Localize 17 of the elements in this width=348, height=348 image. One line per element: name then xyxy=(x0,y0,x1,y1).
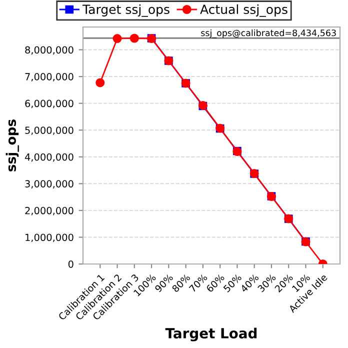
y-tick-label: 0 xyxy=(68,260,74,268)
x-axis-title: Target Load xyxy=(165,328,257,342)
y-tick-label: 1,000,000 xyxy=(26,234,74,242)
y-tick-label: 7,000,000 xyxy=(25,73,74,82)
legend-label: Actual ssj_ops xyxy=(200,4,288,17)
y-tick-label: 4,000,000 xyxy=(24,153,74,162)
y-tick-label: 5,000,000 xyxy=(25,126,74,135)
point xyxy=(130,34,139,43)
ref-line-label: ssj_ops@calibrated=8,434,563 xyxy=(201,29,336,38)
y-tick-label: 3,000,000 xyxy=(25,180,74,188)
y-tick-label: 6,000,000 xyxy=(25,100,74,108)
point xyxy=(96,78,105,88)
y-axis-title: ssj_ops xyxy=(6,120,19,172)
y-tick-label: 2,000,000 xyxy=(25,206,74,216)
legend-label: Target ssj_ops xyxy=(82,4,170,17)
point xyxy=(112,34,122,44)
y-tick-label: 8,000,000 xyxy=(25,46,74,55)
